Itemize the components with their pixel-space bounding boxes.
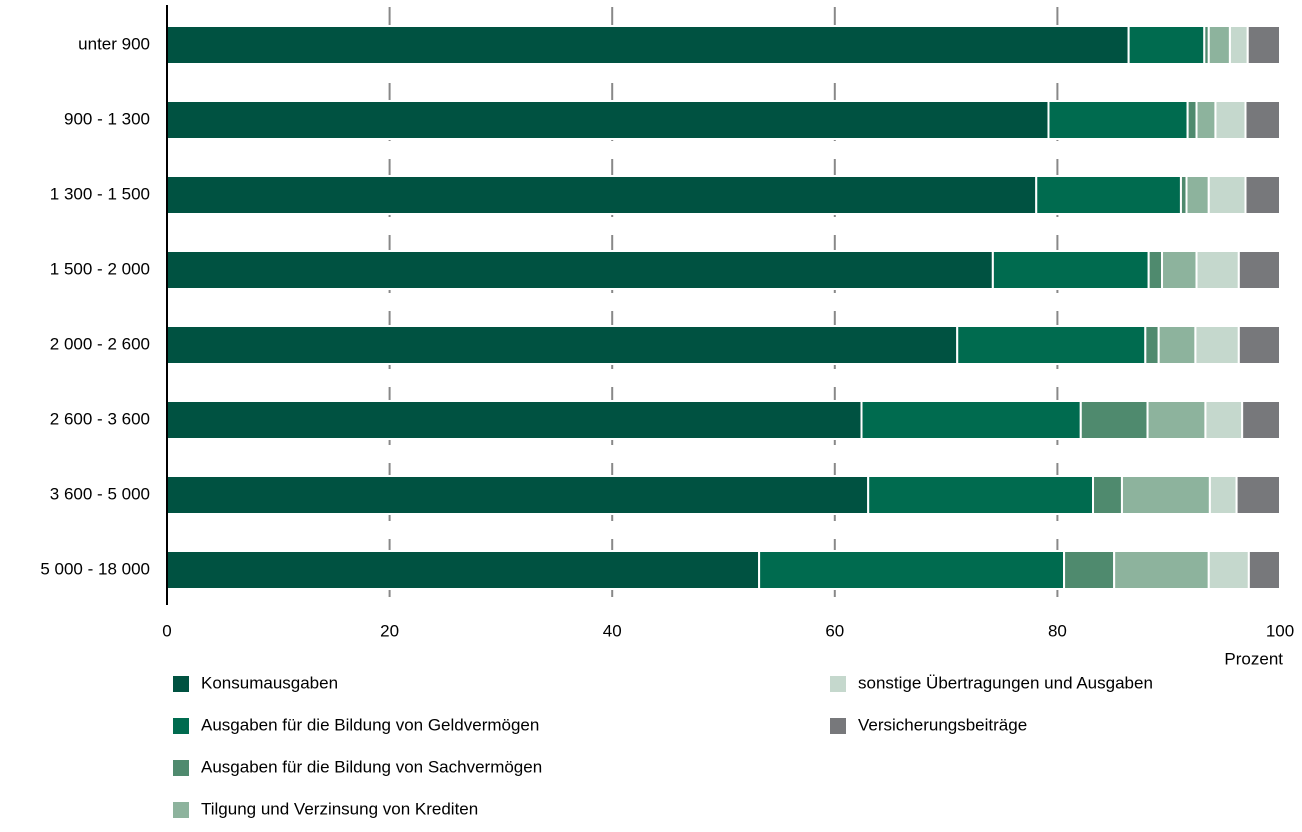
bar-segment <box>1047 100 1189 140</box>
bar-segment <box>1113 550 1210 590</box>
bar-segment <box>1235 475 1282 515</box>
legend-label: Tilgung und Verzinsung von Krediten <box>201 799 478 818</box>
y-tick-label: 900 - 1 300 <box>64 109 150 128</box>
bar-segment <box>166 100 1050 140</box>
legend-swatch <box>830 718 846 734</box>
bar-segment <box>1147 250 1164 290</box>
y-tick-label: unter 900 <box>78 34 150 53</box>
bar-segment <box>1228 25 1249 65</box>
bar-segment <box>166 550 761 590</box>
bar-segment <box>1185 175 1210 215</box>
bar-segment <box>1092 475 1123 515</box>
x-tick-label: 80 <box>1048 621 1067 640</box>
bar-segment <box>1237 250 1281 290</box>
bar-segment <box>166 175 1038 215</box>
bar-segment <box>1194 325 1240 365</box>
legend-swatch <box>173 760 189 776</box>
bar-segment <box>860 400 1082 440</box>
legend-label: Konsumausgaben <box>201 673 338 692</box>
y-tick-label: 2 000 - 2 600 <box>50 334 150 353</box>
x-tick-label: 0 <box>162 621 171 640</box>
x-axis-label: Prozent <box>1224 649 1283 668</box>
bar-segment <box>1207 550 1250 590</box>
bar-segment <box>1246 25 1282 65</box>
bar-segment <box>166 250 994 290</box>
y-tick-label: 1 300 - 1 500 <box>50 184 150 203</box>
legend-label: Versicherungsbeiträge <box>858 715 1027 734</box>
bar-segment <box>1195 100 1217 140</box>
bar-segment <box>1207 175 1247 215</box>
x-tick-label: 20 <box>380 621 399 640</box>
bars <box>166 25 1282 590</box>
legend-swatch <box>173 718 189 734</box>
bar-segment <box>1127 25 1206 65</box>
bar-segment <box>1035 175 1182 215</box>
bar-segment <box>1079 400 1149 440</box>
bar-segment <box>758 550 1066 590</box>
legend-swatch <box>830 676 846 692</box>
labels: 0 20 40 60 80 100 Prozent unter 900 900 - 1 300 1… <box>40 5 1294 818</box>
bar-segment <box>1063 550 1116 590</box>
bar-segment <box>1214 100 1247 140</box>
y-tick-label: 1 500 - 2 000 <box>50 259 150 278</box>
legend-label: sonstige Übertragungen und Ausgaben <box>858 673 1153 692</box>
x-tick-label: 100 <box>1266 621 1294 640</box>
bar-segment <box>1157 325 1197 365</box>
bar-segment <box>166 400 863 440</box>
bar-segment <box>166 475 870 515</box>
legend-label: Ausgaben für die Bildung von Sachvermöge… <box>201 757 542 776</box>
bar-segment <box>1237 325 1281 365</box>
bar-segment <box>1120 475 1211 515</box>
bar-segment <box>166 25 1130 65</box>
bar-segment <box>1186 100 1198 140</box>
bar-segment <box>956 325 1147 365</box>
bar-segment <box>1244 175 1281 215</box>
bar-segment <box>1161 250 1198 290</box>
y-tick-label: 5 000 - 18 000 <box>40 559 150 578</box>
x-tick-label: 40 <box>603 621 622 640</box>
legend-label: Ausgaben für die Bildung von Geldvermöge… <box>201 715 539 734</box>
bar-segment <box>1241 400 1281 440</box>
bar-segment <box>1204 400 1244 440</box>
y-tick-label: 2 600 - 3 600 <box>50 409 150 428</box>
legend-swatch <box>173 676 189 692</box>
bar-segment <box>1144 325 1160 365</box>
bar-segment <box>991 250 1150 290</box>
bar-segment <box>1247 550 1282 590</box>
y-tick-label: 3 600 - 5 000 <box>50 484 150 503</box>
bar-segment <box>1207 25 1231 65</box>
bar-segment <box>166 325 959 365</box>
bar-segment <box>867 475 1095 515</box>
bar-segment <box>1244 100 1281 140</box>
legend-swatch <box>173 802 189 818</box>
bar-segment <box>1208 475 1238 515</box>
x-tick-label: 60 <box>825 621 844 640</box>
bar-segment <box>1195 250 1240 290</box>
bar-segment <box>1146 400 1207 440</box>
